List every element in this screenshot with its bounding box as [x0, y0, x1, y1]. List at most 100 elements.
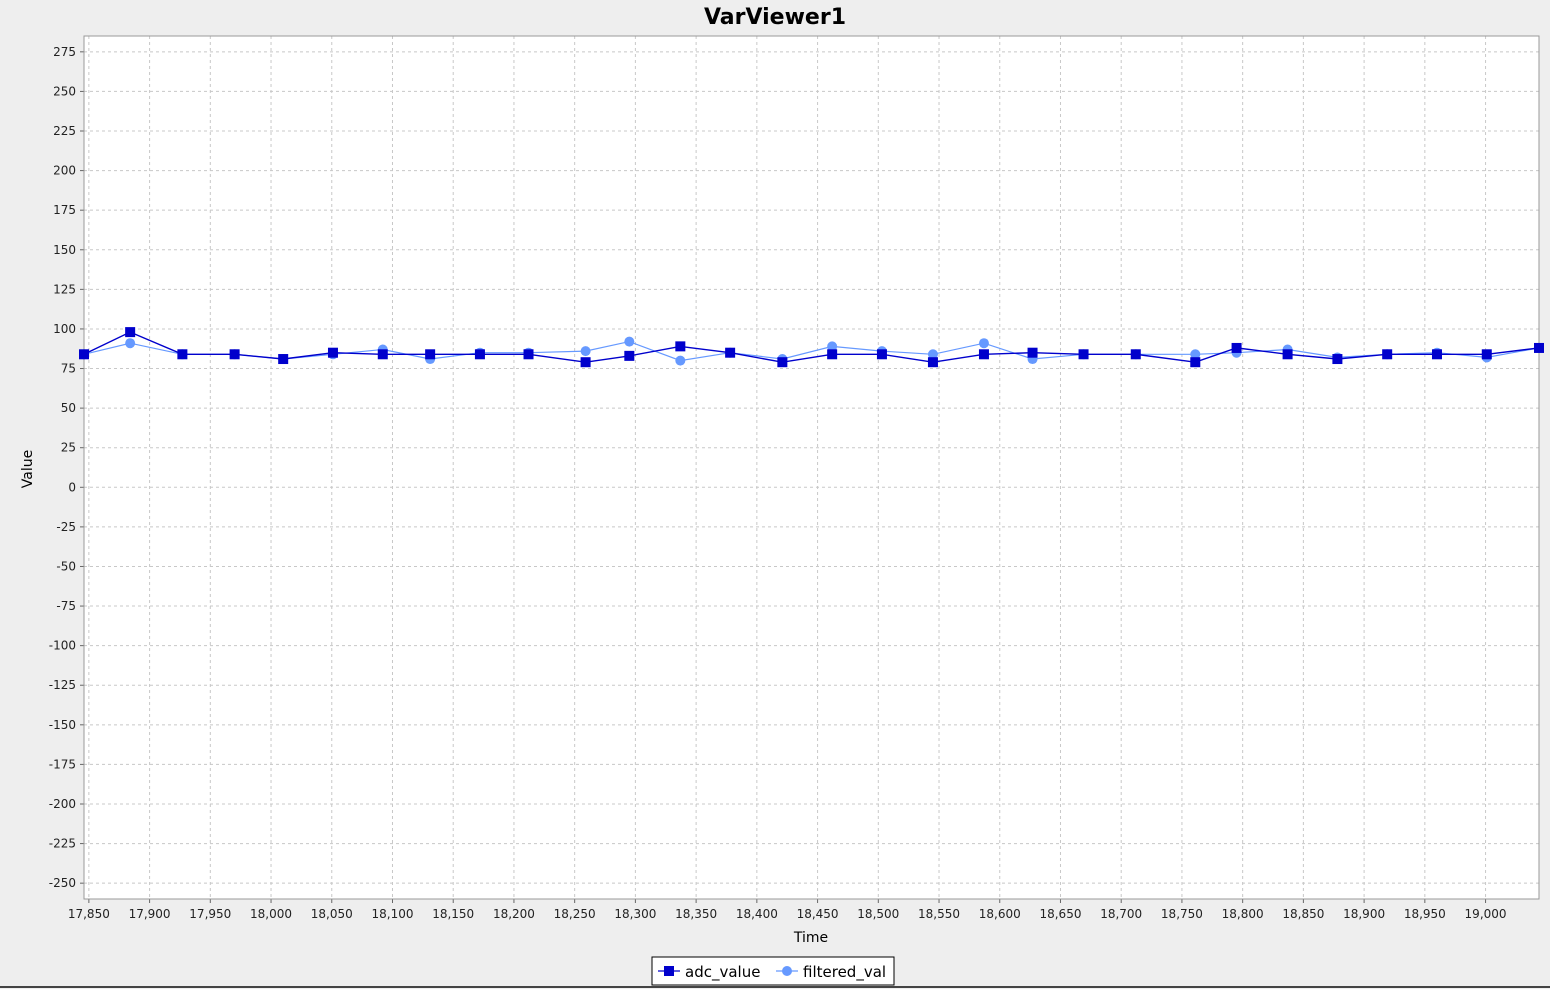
- data-point-adc-value: [177, 349, 188, 360]
- series-adc-value: [79, 327, 1544, 368]
- x-tick-label: 18,700: [1100, 907, 1142, 921]
- data-point-adc-value: [1027, 347, 1038, 358]
- y-tick-label: 0: [68, 480, 76, 494]
- y-tick-label: -75: [56, 599, 76, 613]
- legend-marker-filtered-val: [782, 966, 792, 976]
- data-point-adc-value: [125, 327, 136, 338]
- x-tick-label: 18,450: [797, 907, 839, 921]
- data-point-adc-value: [777, 357, 788, 368]
- y-tick-label: -250: [49, 876, 76, 890]
- x-tick-label: 18,800: [1222, 907, 1264, 921]
- x-tick-label: 18,200: [493, 907, 535, 921]
- x-tick-label: 19,000: [1465, 907, 1507, 921]
- data-point-adc-value: [675, 341, 686, 352]
- y-tick-label: 275: [53, 45, 76, 59]
- data-point-adc-value: [1534, 342, 1544, 353]
- x-tick-label: 18,350: [675, 907, 717, 921]
- legend-label-filtered-val: filtered_val: [803, 963, 886, 982]
- y-tick-label: -225: [49, 837, 76, 851]
- y-tick-label: -150: [49, 718, 76, 732]
- data-point-adc-value: [327, 347, 338, 358]
- x-tick-label: 18,600: [979, 907, 1021, 921]
- legend-marker-adc-value: [664, 966, 674, 976]
- data-point-filtered-val: [927, 349, 938, 360]
- y-tick-label: 175: [53, 203, 76, 217]
- x-tick-label: 17,950: [189, 907, 231, 921]
- data-point-adc-value: [978, 349, 989, 360]
- data-point-adc-value: [624, 350, 635, 361]
- data-point-adc-value: [1231, 342, 1242, 353]
- data-point-adc-value: [1431, 349, 1442, 360]
- data-point-adc-value: [278, 354, 289, 365]
- y-tick-label: -25: [56, 520, 76, 534]
- y-tick-label: 50: [61, 401, 76, 415]
- y-tick-label: 100: [53, 322, 76, 336]
- x-tick-label: 18,500: [857, 907, 899, 921]
- data-point-adc-value: [1382, 349, 1393, 360]
- x-tick-label: 18,550: [918, 907, 960, 921]
- x-tick-label: 18,000: [250, 907, 292, 921]
- x-tick-label: 17,850: [68, 907, 110, 921]
- x-axis-ticks: 17,850 17,900 17,950 18,000 18,050 18,100 18,1…: [68, 899, 1507, 921]
- data-point-filtered-val: [624, 336, 635, 347]
- x-axis-label: Time: [793, 930, 828, 946]
- data-point-adc-value: [377, 349, 388, 360]
- x-tick-label: 18,650: [1039, 907, 1081, 921]
- data-point-adc-value: [523, 349, 534, 360]
- data-point-adc-value: [425, 349, 436, 360]
- data-point-adc-value: [474, 349, 485, 360]
- x-tick-label: 18,400: [736, 907, 778, 921]
- plot-area: [84, 36, 1539, 899]
- y-tick-label: 150: [53, 243, 76, 257]
- y-tick-label: 25: [61, 441, 76, 455]
- x-tick-label: 17,900: [129, 907, 171, 921]
- data-point-adc-value: [927, 357, 938, 368]
- x-tick-label: 18,750: [1161, 907, 1203, 921]
- data-point-adc-value: [876, 349, 887, 360]
- chart-title: VarViewer1: [704, 5, 846, 30]
- data-point-adc-value: [1332, 354, 1343, 365]
- legend-label-adc-value: adc_value: [685, 963, 760, 982]
- data-point-filtered-val: [580, 346, 591, 357]
- y-tick-label: -50: [56, 559, 76, 573]
- x-tick-label: 18,250: [554, 907, 596, 921]
- data-point-adc-value: [1130, 349, 1141, 360]
- legend-box: [651, 956, 895, 986]
- data-point-filtered-val: [827, 341, 838, 352]
- data-point-filtered-val: [1190, 349, 1201, 360]
- x-tick-label: 18,950: [1404, 907, 1446, 921]
- data-point-adc-value: [1078, 349, 1089, 360]
- y-tick-label: 125: [53, 282, 76, 296]
- data-point-adc-value: [1481, 349, 1492, 360]
- x-tick-label: 18,900: [1343, 907, 1385, 921]
- y-tick-label: -200: [49, 797, 76, 811]
- y-axis-ticks: 2752502252001751501251007550250-25-50-75…: [49, 45, 84, 890]
- x-tick-label: 18,150: [432, 907, 474, 921]
- y-tick-label: 250: [53, 84, 76, 98]
- y-tick-label: 75: [61, 362, 76, 376]
- y-tick-label: 200: [53, 164, 76, 178]
- data-point-adc-value: [1282, 349, 1293, 360]
- data-point-adc-value: [827, 349, 838, 360]
- data-point-adc-value: [79, 349, 89, 360]
- data-point-adc-value: [725, 347, 736, 358]
- data-point-filtered-val: [675, 355, 686, 366]
- legend: adc_value filtered_val: [651, 956, 895, 986]
- series-line-adc-value: [83, 331, 1540, 363]
- x-tick-label: 18,050: [311, 907, 353, 921]
- window-bottom-border: [0, 986, 1550, 988]
- x-tick-label: 18,850: [1282, 907, 1324, 921]
- data-point-filtered-val: [125, 338, 136, 349]
- plot-border: [83, 35, 1540, 900]
- data-point-adc-value: [580, 357, 591, 368]
- y-tick-label: -125: [49, 678, 76, 692]
- series-layer: [79, 327, 1544, 368]
- y-axis-label: Value: [20, 450, 36, 488]
- y-gridlines: [84, 51, 1539, 884]
- y-tick-label: -100: [49, 639, 76, 653]
- series-line-filtered-val: [83, 340, 1540, 362]
- data-point-adc-value: [229, 349, 240, 360]
- y-tick-label: -175: [49, 757, 76, 771]
- x-tick-label: 18,100: [371, 907, 413, 921]
